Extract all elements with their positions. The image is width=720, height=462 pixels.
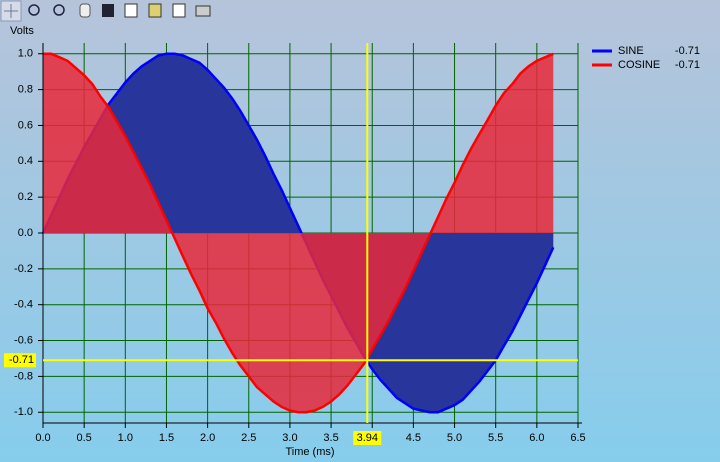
y-tick-label: -0.8 [14,370,33,382]
cursor-y-label: -0.71 [9,354,34,366]
tool-zoom[interactable] [53,4,65,16]
x-tick-label: 2.0 [200,432,215,444]
y-tick-label: 1.0 [18,48,33,60]
tool-print[interactable] [195,5,211,17]
x-tick-label: 1.5 [159,432,174,444]
x-tick-label: 5.5 [488,432,503,444]
x-tick-label: 1.0 [118,432,133,444]
legend-readout: -0.71 [675,59,700,71]
cursor-x-label-box [353,431,382,445]
y-tick-label: -1.0 [14,406,33,418]
y-tick-label: 0.2 [18,191,33,203]
y-tick-label: -0.6 [14,334,33,346]
line [43,52,554,414]
toolbar [0,0,211,22]
legend-label: COSINE [618,59,660,71]
tool-copy[interactable] [124,3,138,18]
x-tick-label: 5.0 [447,432,462,444]
x-axis-label: Time (ms) [285,446,334,458]
cursor-y-label-box [4,353,36,368]
x-tick-label: 0.5 [77,432,92,444]
y-tick-label: 0.4 [18,155,33,167]
y-tick-label: -0.4 [14,299,33,311]
x-tick-label: 6.5 [570,432,585,444]
x-tick-label: 0.0 [35,432,50,444]
area [43,53,554,413]
line [41,52,555,414]
cursor-x-label: 3.94 [357,432,378,444]
y-tick-label: 0.6 [18,119,33,131]
x-tick-label: 3.0 [282,432,297,444]
y-tick-label: 0.0 [18,227,33,239]
x-tick-label: 6.0 [529,432,544,444]
y-tick-label: 0.8 [18,84,33,96]
tool-save[interactable] [102,4,114,17]
x-tick-label: 2.5 [241,432,256,444]
tool-export[interactable] [148,3,162,18]
y-axis-label: Volts [10,25,34,37]
x-tick-label: 4.5 [406,432,421,444]
legend-readout: -0.71 [675,45,700,57]
x-tick-label: 3.5 [323,432,338,444]
y-tick-label: -0.2 [14,263,33,275]
tool-zoom-in[interactable] [28,4,40,16]
tool-pan[interactable] [79,3,91,18]
tool-preview[interactable] [172,3,186,18]
legend-label: SINE [618,45,644,57]
area [43,53,554,413]
